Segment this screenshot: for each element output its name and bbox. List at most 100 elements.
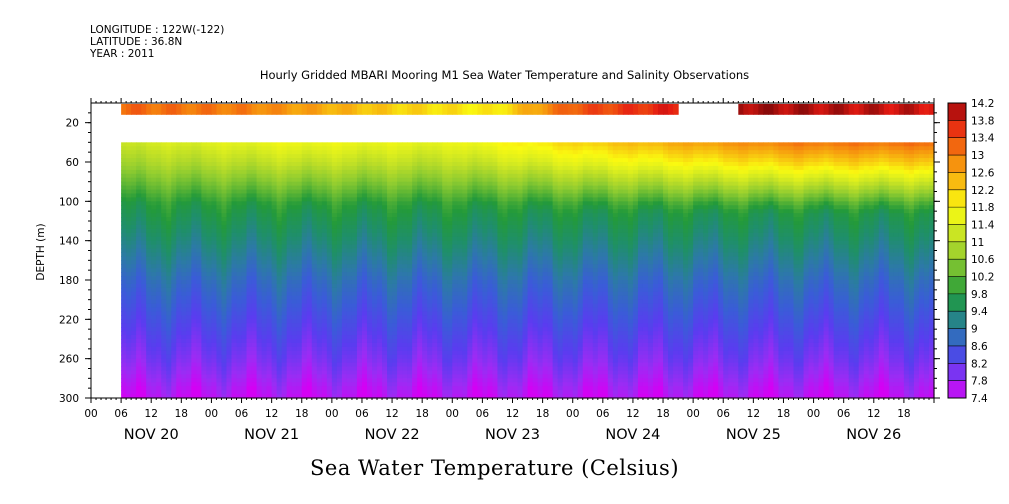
heatmap-cell xyxy=(231,217,238,222)
heatmap-cell xyxy=(226,158,233,163)
heatmap-cell xyxy=(256,366,263,372)
heatmap-cell xyxy=(372,354,378,360)
heatmap-cell xyxy=(366,378,373,383)
heatmap-cell xyxy=(497,197,504,202)
heatmap-cell xyxy=(191,358,197,364)
heatmap-cell xyxy=(271,193,278,198)
heatmap-cell xyxy=(502,221,509,226)
heatmap-cell xyxy=(341,173,348,179)
heatmap-cell xyxy=(226,350,233,356)
heatmap-cell xyxy=(186,142,192,147)
heatmap-cell xyxy=(427,205,433,210)
heatmap-cell xyxy=(321,358,328,364)
heatmap-cell xyxy=(311,201,318,206)
heatmap-cell xyxy=(372,256,378,261)
heatmap-cell xyxy=(422,181,428,187)
heatmap-cell xyxy=(372,240,378,246)
heatmap-cell xyxy=(427,331,433,336)
heatmap-cell xyxy=(131,268,137,273)
heatmap-cell xyxy=(377,260,383,265)
heatmap-cell xyxy=(462,370,468,375)
heatmap-cell xyxy=(377,185,383,191)
heatmap-cell xyxy=(407,358,413,364)
heatmap-cell xyxy=(141,394,147,399)
heatmap-cell xyxy=(206,342,213,348)
heatmap-cell xyxy=(311,264,318,269)
heatmap-cell xyxy=(251,342,258,348)
heatmap-cell xyxy=(121,146,127,151)
heatmap-cell xyxy=(467,236,473,242)
heatmap-cell xyxy=(407,236,413,242)
heatmap-cell xyxy=(457,224,463,230)
heatmap-cell xyxy=(211,291,218,297)
heatmap-cell xyxy=(382,350,388,356)
heatmap-cell xyxy=(171,362,177,368)
heatmap-cell xyxy=(412,201,418,206)
heatmap-cell xyxy=(457,260,463,265)
heatmap-cell xyxy=(176,248,182,254)
heatmap-cell xyxy=(256,335,263,340)
heatmap-cell xyxy=(377,287,383,293)
heatmap-cell xyxy=(397,287,403,293)
heatmap-cell xyxy=(276,185,283,191)
heatmap-cell xyxy=(181,280,187,285)
heatmap-cell xyxy=(487,366,494,372)
heatmap-cell xyxy=(462,272,468,277)
heatmap-cell xyxy=(326,386,333,391)
heatmap-cell xyxy=(412,142,418,147)
heatmap-cell xyxy=(136,350,142,356)
heatmap-cell xyxy=(341,350,348,356)
heatmap-cell xyxy=(226,374,233,379)
heatmap-cell xyxy=(266,315,273,320)
heatmap-cell xyxy=(452,272,458,277)
heatmap-cell xyxy=(161,158,167,163)
heatmap-cell xyxy=(472,303,478,309)
heatmap-cell xyxy=(427,346,433,352)
heatmap-cell xyxy=(356,240,363,246)
heatmap-cell xyxy=(201,197,208,202)
heatmap-cell xyxy=(377,291,383,297)
heatmap-cell xyxy=(361,339,368,344)
heatmap-cell xyxy=(447,162,453,167)
heatmap-cell xyxy=(206,260,213,265)
heatmap-cell xyxy=(166,287,172,293)
heatmap-cell xyxy=(372,201,378,206)
heatmap-cell xyxy=(151,209,157,214)
heatmap-cell xyxy=(296,299,303,305)
heatmap-cell xyxy=(266,181,273,187)
heatmap-cell xyxy=(442,327,448,332)
heatmap-cell xyxy=(161,390,167,395)
heatmap-cell xyxy=(387,154,393,159)
heatmap-cell xyxy=(366,386,373,391)
heatmap-cell xyxy=(447,303,453,309)
heatmap-cell xyxy=(176,162,182,167)
heatmap-cell xyxy=(377,335,383,340)
heatmap-cell xyxy=(402,342,408,348)
heatmap-cell xyxy=(326,217,333,222)
heatmap-cell xyxy=(121,386,127,391)
heatmap-cell xyxy=(286,307,293,313)
heatmap-cell xyxy=(336,244,343,250)
heatmap-cell xyxy=(356,382,363,387)
heatmap-cell xyxy=(447,315,453,320)
heatmap-cell xyxy=(356,142,363,147)
heatmap-cell xyxy=(241,205,248,210)
heatmap-cell xyxy=(141,197,147,202)
heatmap-cell xyxy=(437,268,443,273)
heatmap-cell xyxy=(286,260,293,265)
heatmap-cell xyxy=(156,169,162,175)
heatmap-cell xyxy=(422,209,428,214)
heatmap-cell xyxy=(447,366,453,372)
heatmap-cell xyxy=(462,205,468,210)
heatmap-cell xyxy=(256,224,263,230)
heatmap-cell xyxy=(151,165,157,171)
heatmap-cell xyxy=(211,162,218,167)
heatmap-cell xyxy=(412,165,418,171)
heatmap-cell xyxy=(422,390,428,395)
heatmap-cell xyxy=(296,339,303,344)
heatmap-cell xyxy=(402,142,408,147)
heatmap-cell xyxy=(442,185,448,191)
heatmap-cell xyxy=(361,386,368,391)
heatmap-cell xyxy=(477,272,483,277)
heatmap-cell xyxy=(427,154,433,159)
